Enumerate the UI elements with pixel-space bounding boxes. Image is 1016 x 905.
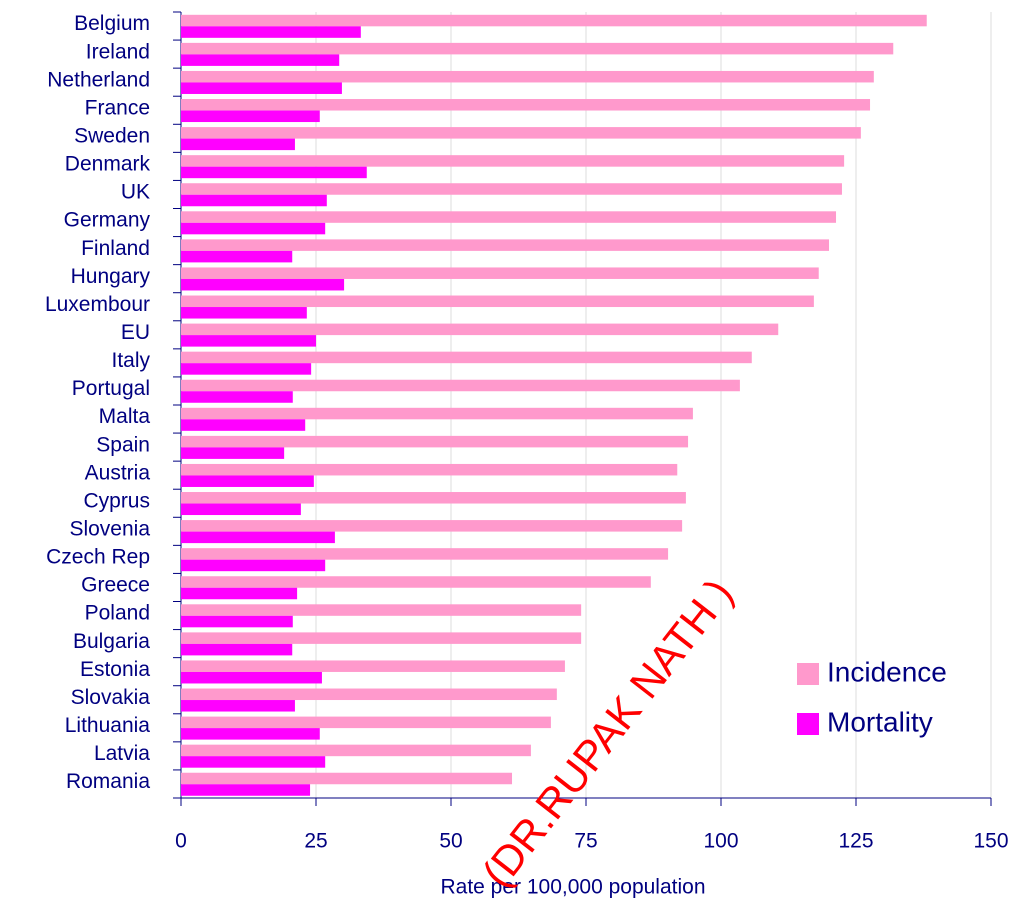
bar	[181, 728, 320, 740]
y-tick-label: Estonia	[80, 658, 150, 681]
bar	[181, 744, 531, 757]
bar	[181, 351, 752, 364]
bar	[181, 643, 293, 656]
bar	[181, 772, 513, 785]
bar	[181, 14, 927, 27]
bar	[181, 492, 686, 504]
bar	[181, 784, 311, 796]
bar	[181, 531, 335, 544]
bar	[181, 463, 678, 476]
y-tick-label: Spain	[96, 433, 150, 456]
bar	[181, 110, 320, 123]
y-tick-label: Czech Rep	[46, 546, 150, 569]
y-tick-label: Portugal	[72, 377, 150, 400]
bar	[181, 239, 829, 251]
y-tick-label: Finland	[81, 237, 150, 260]
bar	[181, 447, 285, 459]
bar	[181, 138, 295, 151]
x-tick-label: 25	[304, 830, 327, 853]
bar	[181, 211, 837, 223]
y-tick-label: France	[85, 96, 150, 119]
bar	[181, 183, 842, 195]
bar	[181, 419, 306, 431]
bar	[181, 604, 582, 616]
bar	[181, 42, 894, 55]
y-tick-label: Slovakia	[71, 686, 151, 709]
bar	[181, 688, 557, 701]
bar	[181, 716, 551, 729]
legend-label: Mortality	[827, 706, 933, 737]
bar	[181, 559, 326, 572]
bar	[181, 323, 779, 336]
bar	[181, 335, 316, 347]
bar	[181, 379, 740, 392]
y-tick-label: Ireland	[86, 40, 150, 63]
bar	[181, 548, 669, 560]
bar	[181, 576, 651, 588]
y-tick-label: Romania	[66, 770, 150, 793]
y-tick-label: Germany	[64, 209, 151, 232]
legend-swatch	[797, 663, 819, 685]
x-tick-label: 50	[439, 830, 462, 853]
watermark: (DR.RUPAK NATH )	[473, 570, 742, 896]
bar	[181, 363, 312, 375]
x-tick-label: 100	[703, 830, 738, 853]
bar	[181, 70, 874, 83]
x-tick-label: 150	[973, 830, 1008, 853]
y-tick-label: Malta	[99, 405, 151, 428]
legend-label: Incidence	[827, 656, 947, 687]
bar	[181, 155, 845, 167]
bar	[181, 615, 293, 628]
y-tick-label: Italy	[111, 349, 150, 372]
bar	[181, 475, 314, 487]
bar	[181, 194, 327, 207]
bar	[181, 222, 326, 235]
bar	[181, 166, 367, 179]
y-tick-label: Denmark	[65, 153, 151, 176]
bar	[181, 391, 293, 403]
bar	[181, 295, 814, 308]
bar	[181, 250, 293, 263]
bar	[181, 127, 861, 139]
y-tick-label: Belgium	[74, 12, 150, 35]
bar	[181, 660, 565, 672]
bar	[181, 435, 689, 448]
bar	[181, 26, 361, 38]
bar	[181, 278, 345, 291]
x-tick-label: 0	[175, 830, 187, 853]
bar	[181, 82, 342, 94]
bar	[181, 54, 340, 66]
bar	[181, 632, 582, 644]
bar	[181, 756, 326, 768]
y-tick-label: Cyprus	[83, 489, 150, 512]
y-tick-label: Poland	[85, 602, 150, 625]
y-tick-label: Slovenia	[69, 517, 150, 540]
y-tick-label: Latvia	[94, 742, 150, 765]
bar	[181, 587, 298, 600]
legend-swatch	[797, 713, 819, 735]
y-tick-label: Netherland	[47, 68, 150, 91]
y-tick-label: Bulgaria	[73, 630, 150, 653]
y-tick-label: Greece	[81, 574, 150, 597]
y-tick-label: Hungary	[71, 265, 151, 288]
bar	[181, 267, 819, 279]
bar	[181, 671, 322, 684]
bar	[181, 307, 307, 319]
y-tick-label: Luxembour	[45, 293, 150, 316]
bar	[181, 407, 693, 420]
y-tick-label: UK	[121, 181, 150, 204]
bar	[181, 503, 301, 516]
y-tick-label: Lithuania	[65, 714, 151, 737]
bar	[181, 99, 871, 111]
bar	[181, 520, 683, 532]
bar	[181, 700, 295, 712]
x-tick-label: 125	[838, 830, 873, 853]
y-tick-label: EU	[121, 321, 150, 344]
x-tick-label: 75	[574, 830, 597, 853]
y-tick-label: Austria	[85, 461, 151, 484]
y-tick-label: Sweden	[74, 124, 150, 147]
x-axis-label: Rate per 100,000 population	[440, 876, 705, 899]
